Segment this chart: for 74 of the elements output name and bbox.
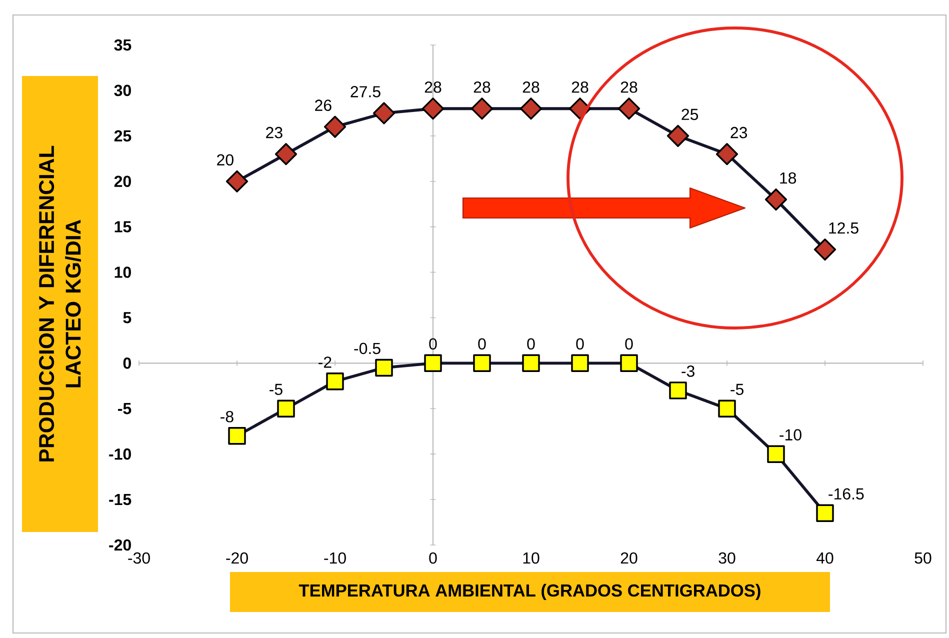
point (277, 400, 295, 418)
data-label: 28 (620, 81, 638, 93)
point (618, 98, 640, 120)
data-label: 0 (429, 338, 437, 350)
data-label: -10 (780, 429, 802, 440)
y-tick-label: 0 (123, 358, 131, 369)
data-label: 18 (780, 172, 796, 184)
y-tick-label: 15 (114, 221, 132, 232)
point (816, 504, 834, 522)
point (669, 382, 687, 400)
point (520, 98, 542, 120)
point (718, 400, 736, 418)
data-label: 27.5 (350, 86, 380, 98)
data-label: 28 (424, 81, 442, 93)
data-label: -16.5 (828, 488, 864, 500)
y-tick-label: 5 (123, 312, 132, 324)
point (716, 143, 738, 166)
data-label: -3 (682, 366, 694, 377)
point (470, 98, 494, 120)
y-tick-label: -20 (109, 539, 131, 551)
y-tick-label: 10 (114, 266, 131, 278)
point (274, 143, 298, 166)
data-label: 25 (682, 108, 698, 120)
data-label: 0 (576, 338, 584, 350)
x-tick-label: -30 (128, 552, 150, 564)
data-label: 28 (474, 81, 490, 93)
point (620, 354, 638, 372)
x-tick-label: -10 (324, 552, 346, 564)
data-label: -0.5 (354, 342, 380, 354)
point (473, 354, 491, 372)
point (424, 354, 442, 372)
x-tick-label: 10 (523, 552, 540, 564)
data-label: 28 (522, 81, 540, 93)
point (814, 238, 836, 261)
data-label: 0 (478, 338, 486, 350)
x-tick-label: -20 (226, 552, 248, 564)
x-tick-label: 50 (914, 552, 932, 564)
x-tick-label: 0 (429, 552, 437, 564)
data-label: -5 (730, 384, 744, 396)
data-label: 0 (527, 338, 535, 350)
y-tick-label: -15 (109, 494, 132, 506)
data-label: 12.5 (829, 222, 858, 234)
y-axis-title: PRODUCCION Y DIFERENCIAL LACTEO KG/DIA (38, 146, 81, 462)
data-label: -5 (270, 384, 282, 396)
point (666, 124, 690, 147)
data-label: 28 (572, 81, 588, 93)
y-tick-label: 25 (114, 130, 132, 142)
point (764, 188, 788, 211)
x-tick-label: 30 (718, 552, 736, 564)
point (226, 170, 248, 192)
y-tick-label: -5 (118, 403, 132, 414)
y-tick-label: -10 (109, 448, 131, 460)
y-tick-label: 30 (114, 84, 131, 96)
point (422, 98, 444, 120)
point (571, 354, 589, 372)
y-tick-label: 20 (114, 176, 131, 188)
point (372, 102, 396, 124)
point (375, 358, 393, 377)
data-label: 0 (625, 338, 633, 350)
x-tick-label: 20 (620, 552, 638, 564)
data-label: 23 (730, 126, 748, 138)
point (767, 445, 785, 463)
point (326, 372, 344, 390)
x-axis-title: TEMPERATURA AMBIENTAL (GRADOS CENTIGRADOS) (298, 584, 760, 600)
data-label: 23 (266, 126, 282, 138)
x-tick-label: 40 (816, 552, 834, 564)
data-label: 20 (217, 154, 234, 166)
y-tick-label: 35 (114, 39, 132, 51)
data-label: 26 (315, 100, 332, 111)
point (324, 116, 346, 138)
data-label: -2 (318, 356, 332, 368)
data-label: -8 (220, 410, 234, 422)
point (228, 427, 246, 445)
point (522, 354, 540, 372)
